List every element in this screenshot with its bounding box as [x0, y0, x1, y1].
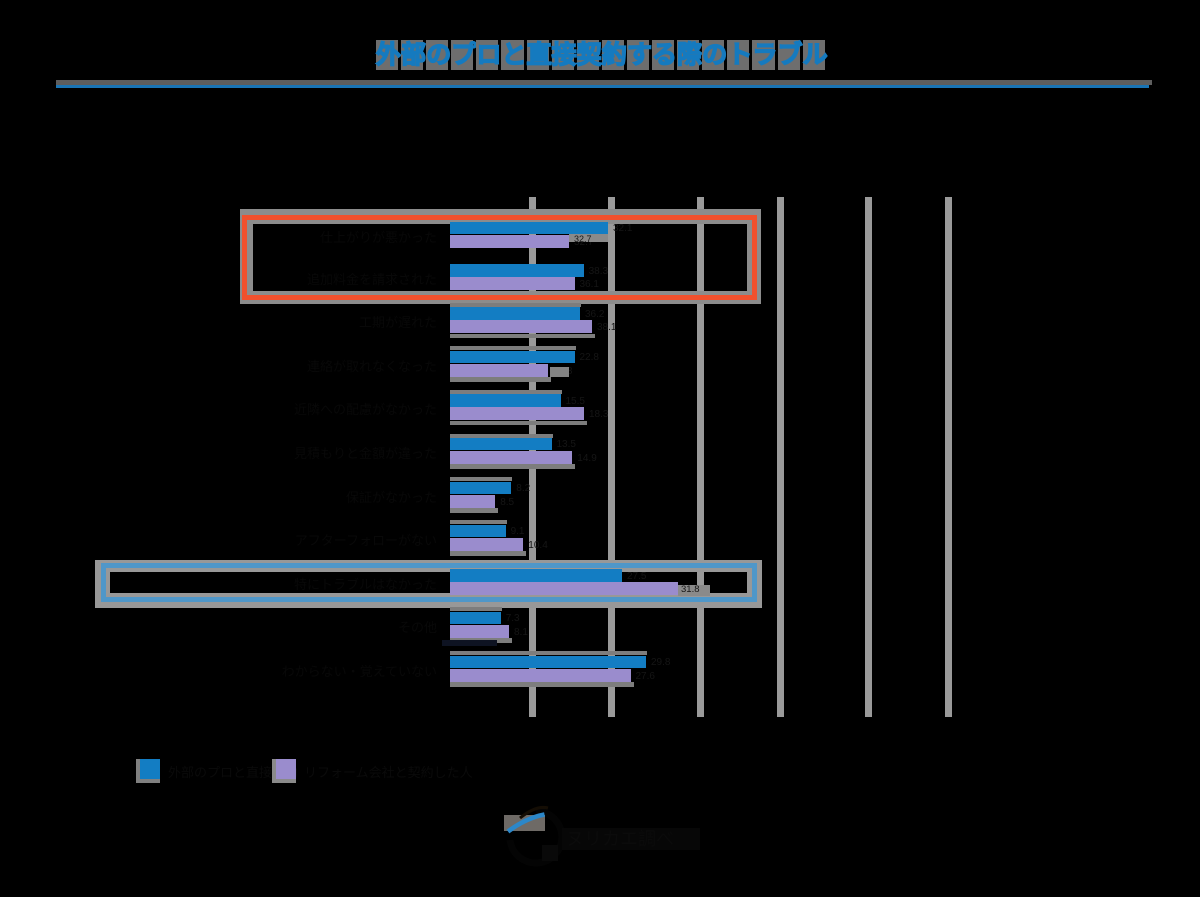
svg-text:ヌリカエ調べ: ヌリカエ調べ	[566, 829, 674, 849]
